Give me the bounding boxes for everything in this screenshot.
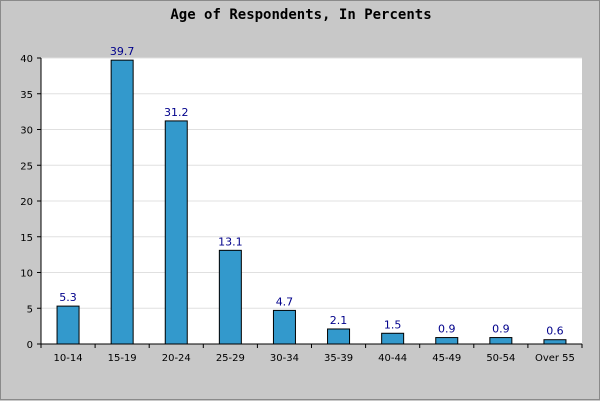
y-tick-label: 40 (20, 54, 33, 65)
bar-50-54 (489, 337, 513, 345)
x-tick-label: Over 55 (535, 353, 575, 364)
bar-10-14 (56, 305, 80, 345)
y-tick-label: 30 (20, 126, 33, 137)
y-tick-label: 35 (20, 90, 33, 101)
x-tick-label: 10-14 (54, 353, 83, 364)
bar-over-55 (543, 339, 567, 345)
x-tick-label: 20-24 (162, 353, 191, 364)
x-tick-label: 45-49 (432, 353, 461, 364)
bar-30-34 (272, 309, 296, 345)
x-tick-label: 15-19 (108, 353, 137, 364)
x-tick-label: 25-29 (216, 353, 245, 364)
value-label: 0.6 (546, 325, 564, 338)
bar-40-44 (381, 332, 405, 345)
y-tick-label: 5 (27, 304, 33, 315)
bar-25-29 (218, 249, 242, 345)
y-axis-ticks: 0 5 10 15 20 25 30 35 40 (20, 54, 41, 351)
bar-20-24 (164, 120, 188, 345)
y-tick-label: 0 (27, 340, 33, 351)
value-label: 5.3 (59, 291, 77, 304)
value-label: 4.7 (276, 295, 294, 308)
value-labels: 5.3 39.7 31.2 13.1 4.7 2.1 1.5 0.9 0.9 0.6 (59, 45, 563, 338)
value-label: 2.1 (330, 314, 348, 327)
x-tick-label: 30-34 (270, 353, 299, 364)
value-label: 0.9 (492, 323, 510, 336)
x-tick-label: 50-54 (486, 353, 515, 364)
value-label: 1.5 (384, 318, 402, 331)
x-tick-label: 40-44 (378, 353, 407, 364)
x-axis-ticks: 10-14 15-19 20-24 25-29 30-34 35-39 40-44 45-49… (40, 344, 583, 364)
chart-title: Age of Respondents, In Percents (170, 7, 431, 23)
y-tick-label: 10 (20, 269, 33, 280)
y-tick-label: 20 (20, 197, 33, 208)
value-label: 13.1 (218, 235, 243, 248)
y-tick-label: 15 (20, 233, 33, 244)
value-label: 39.7 (110, 45, 135, 58)
y-tick-label: 25 (20, 161, 33, 172)
value-label: 31.2 (164, 106, 189, 119)
bar-15-19 (110, 59, 134, 345)
bar-35-39 (327, 328, 351, 345)
value-label: 0.9 (438, 323, 456, 336)
bar-45-49 (435, 337, 459, 345)
x-tick-label: 35-39 (324, 353, 353, 364)
